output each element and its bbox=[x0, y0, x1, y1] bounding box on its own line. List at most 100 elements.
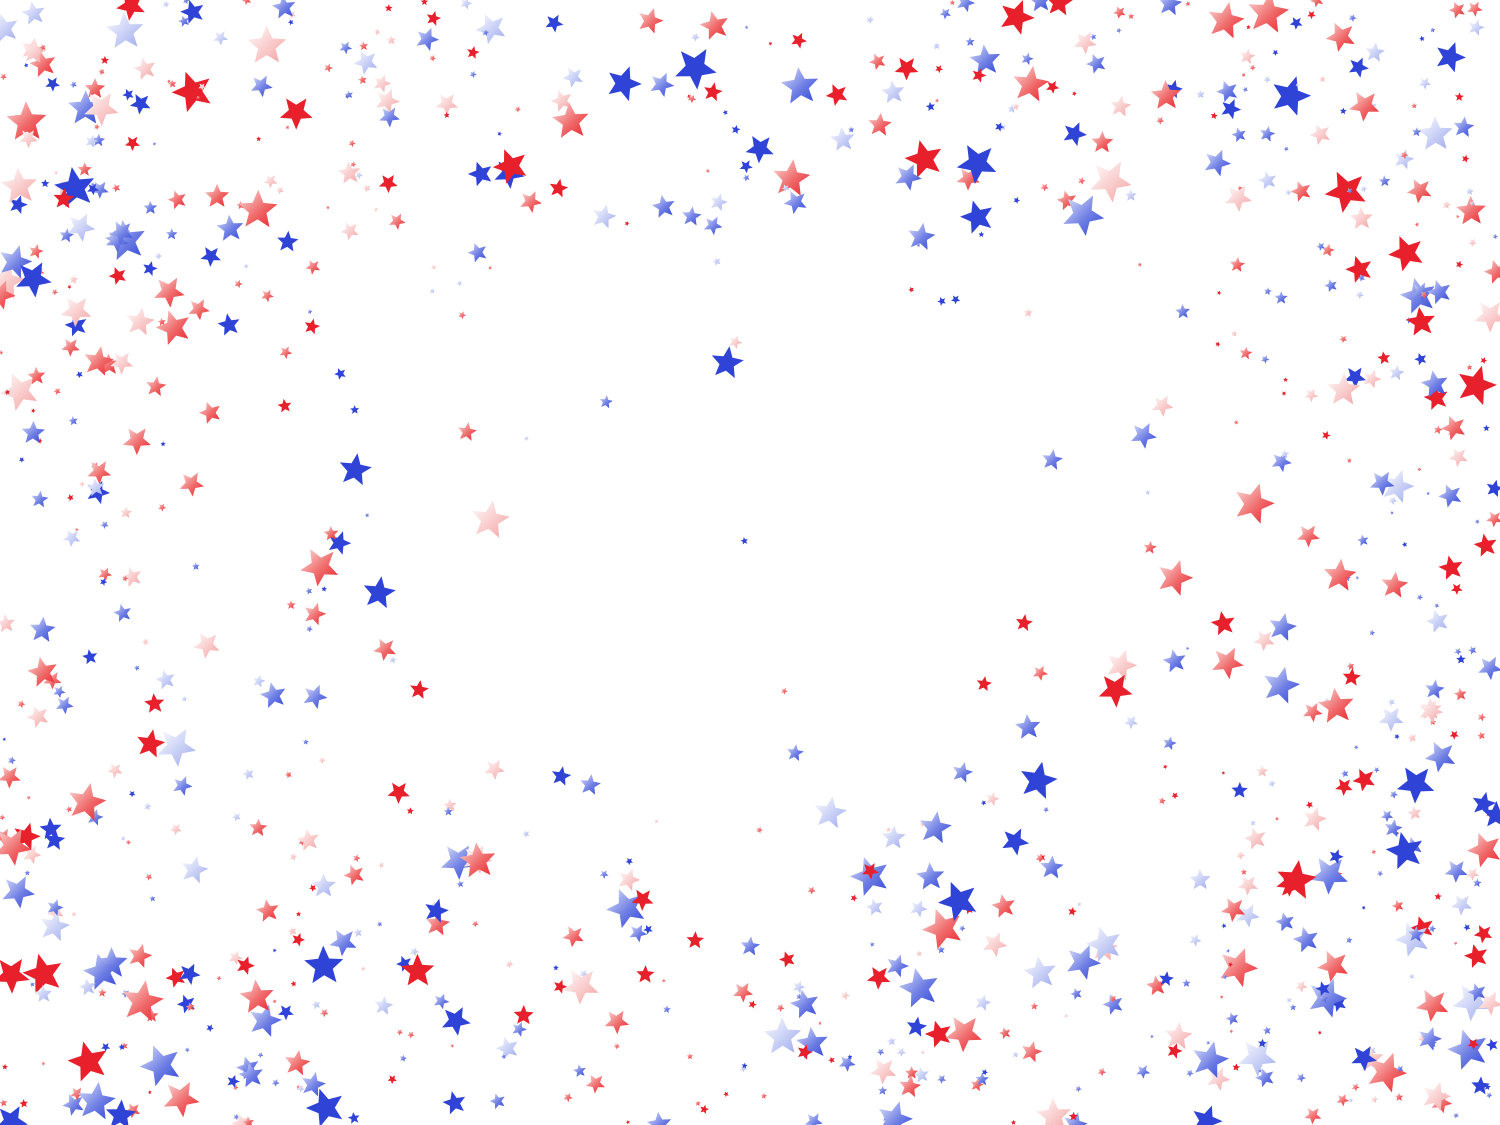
star-icon bbox=[200, 247, 221, 267]
star-icon bbox=[357, 75, 367, 85]
star-icon bbox=[87, 809, 104, 826]
star-icon bbox=[1317, 687, 1354, 723]
star-icon bbox=[1310, 0, 1323, 8]
star-icon bbox=[1031, 0, 1049, 12]
star-icon bbox=[913, 1066, 929, 1083]
star-icon bbox=[712, 257, 721, 266]
star-icon bbox=[1149, 1034, 1154, 1039]
star-icon bbox=[374, 996, 394, 1015]
star-icon bbox=[1357, 274, 1365, 282]
star-icon bbox=[487, 265, 492, 270]
star-icon bbox=[1175, 303, 1191, 319]
star-icon bbox=[599, 870, 609, 879]
star-icon bbox=[104, 219, 145, 260]
star-icon bbox=[296, 1085, 305, 1093]
star-icon bbox=[307, 309, 313, 314]
star-icon bbox=[592, 204, 617, 229]
star-icon bbox=[704, 82, 723, 102]
star-icon bbox=[396, 1029, 403, 1036]
star-icon bbox=[277, 230, 299, 252]
star-icon bbox=[387, 782, 410, 804]
star-icon bbox=[386, 35, 396, 45]
star-icon bbox=[184, 1047, 190, 1053]
star-icon bbox=[739, 160, 753, 174]
star-icon bbox=[705, 168, 710, 174]
star-icon bbox=[975, 1072, 989, 1086]
star-icon bbox=[435, 94, 458, 116]
star-icon bbox=[1236, 851, 1246, 860]
star-icon bbox=[1236, 904, 1260, 928]
star-icon bbox=[881, 825, 906, 849]
star-icon bbox=[75, 371, 83, 379]
star-icon bbox=[866, 967, 891, 990]
star-icon bbox=[1231, 782, 1248, 798]
star-icon bbox=[1151, 395, 1174, 417]
star-icon bbox=[167, 190, 186, 210]
star-icon bbox=[1373, 767, 1380, 773]
star-icon bbox=[1466, 364, 1473, 371]
star-icon bbox=[881, 80, 905, 103]
star-icon bbox=[84, 93, 119, 126]
star-icon bbox=[1150, 80, 1181, 109]
star-icon bbox=[69, 783, 107, 821]
star-icon bbox=[120, 506, 132, 518]
star-icon bbox=[166, 79, 171, 84]
star-icon bbox=[1013, 197, 1021, 204]
star-icon bbox=[865, 898, 883, 916]
star-icon bbox=[1295, 83, 1300, 88]
star-icon bbox=[1324, 279, 1337, 292]
star-icon bbox=[1482, 800, 1500, 827]
star-icon bbox=[416, 27, 440, 51]
star-icon bbox=[77, 162, 92, 176]
star-icon bbox=[68, 416, 78, 426]
star-icon bbox=[95, 946, 128, 978]
star-icon bbox=[155, 252, 163, 260]
star-icon bbox=[376, 88, 400, 114]
star-icon bbox=[10, 195, 28, 214]
star-icon bbox=[1205, 149, 1231, 177]
star-icon bbox=[39, 44, 46, 51]
star-icon bbox=[1229, 1029, 1234, 1034]
star-icon bbox=[261, 289, 274, 303]
star-icon bbox=[1273, 76, 1312, 116]
star-icon bbox=[340, 222, 359, 241]
star-icon bbox=[687, 95, 697, 104]
star-icon bbox=[783, 191, 807, 215]
star-icon bbox=[1464, 944, 1488, 968]
star-icon bbox=[1353, 745, 1359, 750]
star-icon bbox=[55, 696, 74, 715]
star-icon bbox=[430, 264, 437, 270]
star-icon bbox=[580, 774, 601, 795]
star-icon bbox=[1012, 102, 1020, 110]
star-icon bbox=[90, 182, 95, 187]
star-icon bbox=[0, 73, 7, 81]
star-icon bbox=[39, 817, 62, 840]
star-icon bbox=[1016, 614, 1033, 631]
star-icon bbox=[363, 576, 396, 609]
star-icon bbox=[935, 65, 944, 74]
star-icon bbox=[69, 274, 78, 284]
star-icon bbox=[53, 685, 66, 698]
star-icon bbox=[1274, 291, 1288, 304]
star-icon bbox=[906, 1016, 928, 1037]
star-icon bbox=[26, 705, 49, 728]
star-icon bbox=[1297, 525, 1320, 548]
star-icon bbox=[1317, 950, 1348, 983]
star-icon bbox=[1467, 1, 1483, 17]
star-icon bbox=[0, 814, 6, 821]
star-icon bbox=[1459, 365, 1497, 406]
star-icon bbox=[1137, 262, 1142, 267]
star-icon bbox=[19, 130, 38, 149]
star-icon bbox=[1277, 860, 1317, 899]
star-icon bbox=[703, 216, 723, 236]
star-icon bbox=[216, 214, 244, 241]
star-icon bbox=[458, 311, 467, 320]
star-icon bbox=[862, 863, 879, 880]
star-icon bbox=[1048, 0, 1073, 16]
star-icon bbox=[238, 1062, 263, 1088]
star-icon bbox=[1239, 346, 1253, 360]
star-icon bbox=[618, 868, 641, 891]
star-icon bbox=[1430, 27, 1436, 33]
star-icon bbox=[1162, 649, 1186, 673]
